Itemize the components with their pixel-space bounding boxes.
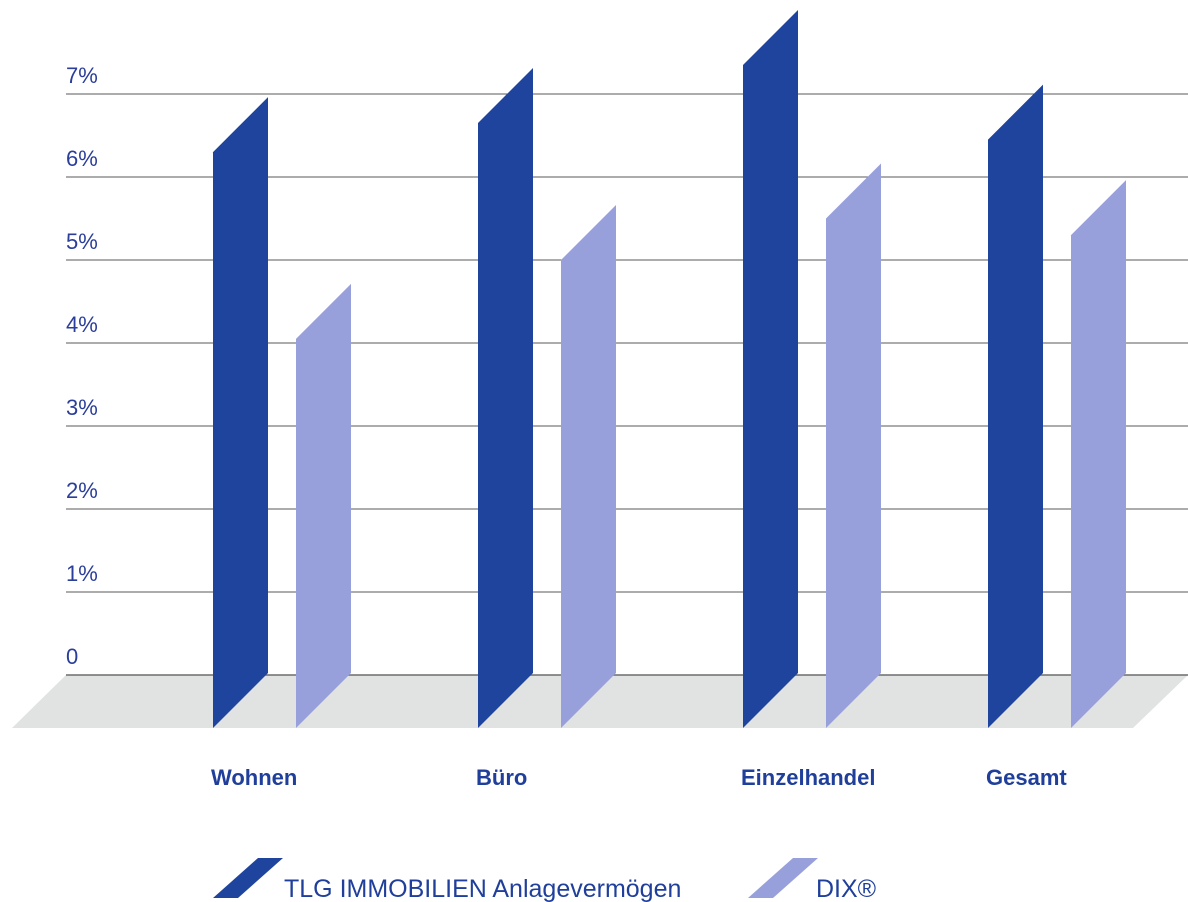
y-tick-label: 4%: [66, 312, 98, 337]
y-tick-label: 1%: [66, 561, 98, 586]
bar-wohnen-tlg-immobilien-anlagevermogen: [213, 97, 268, 729]
y-tick-label: 6%: [66, 146, 98, 171]
legend-label-dix: DIX®: [816, 875, 877, 902]
category-label-wohnen: Wohnen: [211, 765, 297, 790]
bar-einzelhandel-tlg-immobilien-anlagevermogen: [743, 9, 798, 728]
category-label-buro: Büro: [476, 765, 527, 790]
category-label-gesamt: Gesamt: [986, 765, 1067, 790]
bar-wohnen-dix: [296, 283, 351, 728]
category-label-einzelhandel: Einzelhandel: [741, 765, 875, 790]
legend-swatch-dix: [748, 858, 818, 898]
y-tick-label: 3%: [66, 395, 98, 420]
legend-swatch-tlg-immobilien-anlagevermogen: [213, 858, 283, 898]
legend-label-tlg-immobilien-anlagevermogen: TLG IMMOBILIEN Anlagevermögen: [284, 875, 681, 902]
bar-einzelhandel-dix: [826, 163, 881, 728]
bar-gesamt-dix: [1071, 180, 1126, 729]
y-tick-label: 7%: [66, 63, 98, 88]
bar-buro-dix: [561, 205, 616, 728]
y-tick-label: 2%: [66, 478, 98, 503]
bar-gesamt-tlg-immobilien-anlagevermogen: [988, 84, 1043, 728]
bar-buro-tlg-immobilien-anlagevermogen: [478, 68, 533, 729]
y-tick-label: 5%: [66, 229, 98, 254]
y-tick-label: 0: [66, 644, 78, 669]
